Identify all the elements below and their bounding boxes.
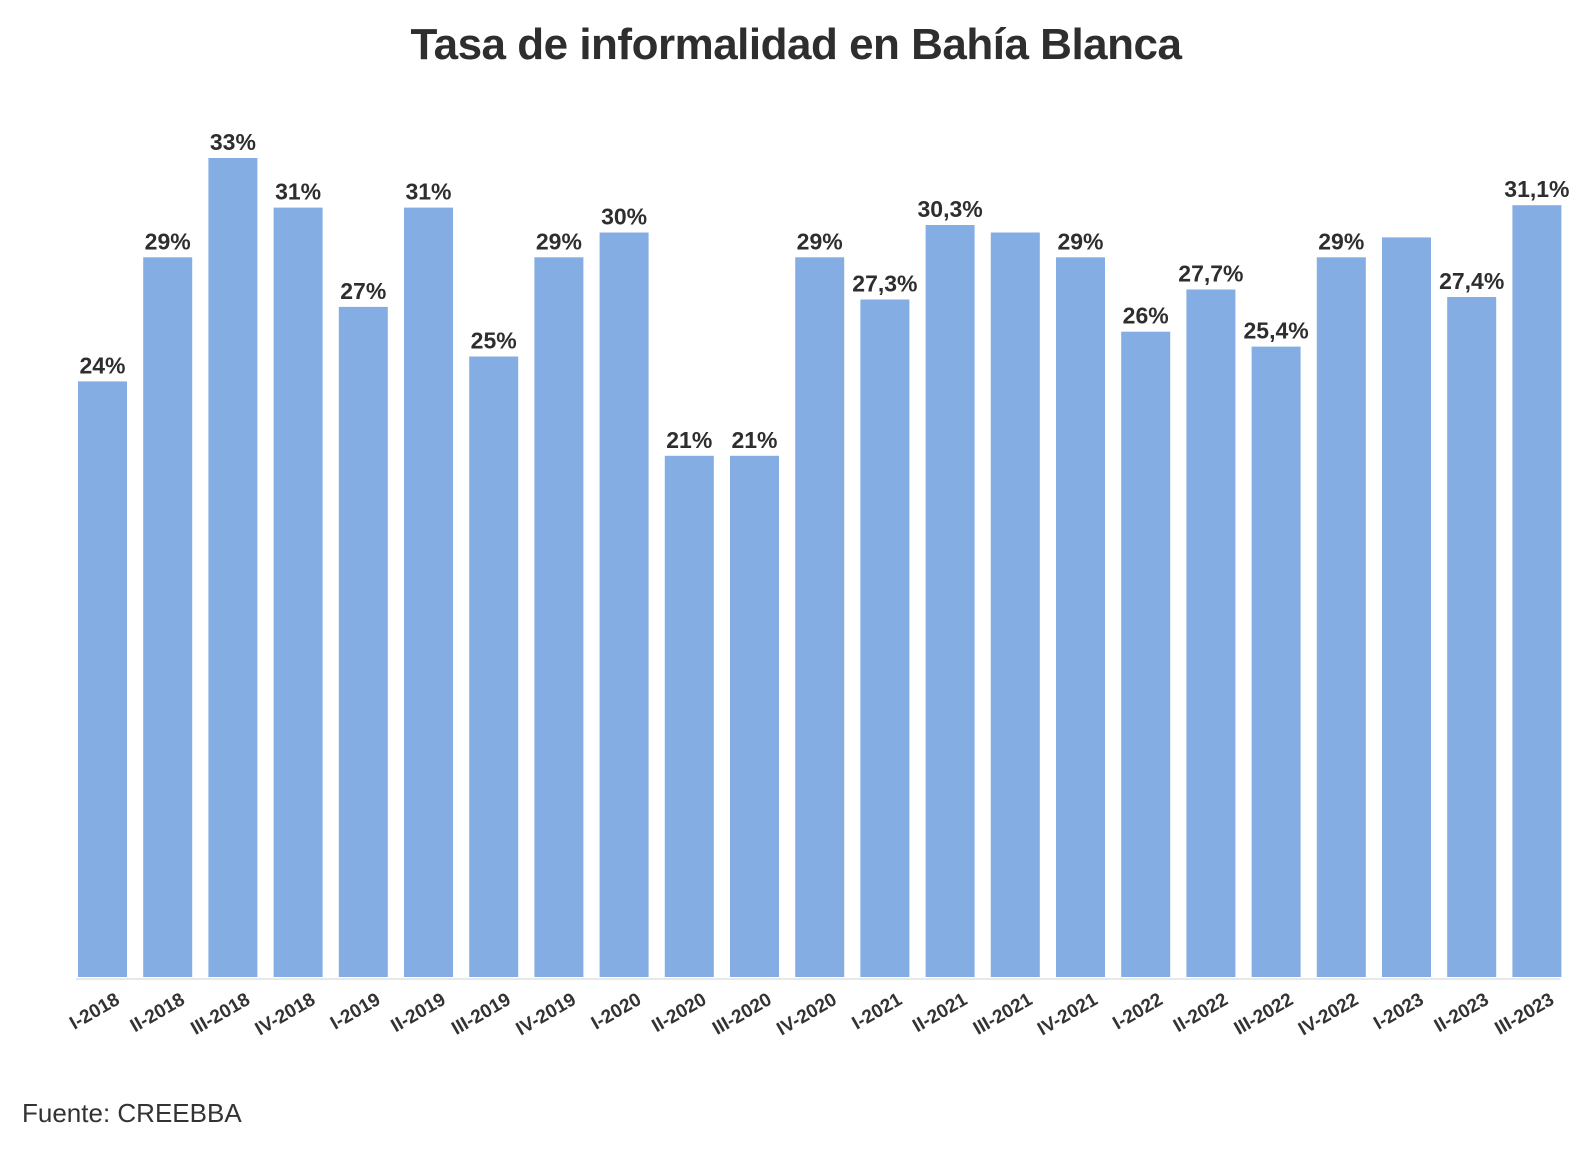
x-tick-label-III-2018: III-2018	[187, 989, 253, 1039]
x-tick-label-II-2020: II-2020	[648, 989, 710, 1037]
x-tick-label-II-2018: II-2018	[127, 989, 189, 1037]
bar-II-2020	[664, 455, 714, 977]
x-tick-label-I-2018: I-2018	[66, 989, 123, 1034]
x-tick-label-I-2019: I-2019	[327, 989, 384, 1034]
value-label-I-2021: 27,3%	[852, 271, 917, 297]
bar-I-2020	[599, 232, 649, 977]
value-label-I-2018: 24%	[79, 352, 125, 378]
bar-III-2019	[469, 356, 519, 977]
value-label-III-2022: 25,4%	[1243, 318, 1308, 344]
value-label-IV-2022: 29%	[1318, 228, 1364, 254]
bar-I-2018	[78, 381, 127, 977]
x-tick-label-IV-2020: IV-2020	[773, 989, 840, 1040]
bar-IV-2020	[795, 257, 845, 977]
value-label-II-2020: 21%	[666, 427, 712, 453]
value-label-IV-2019: 29%	[536, 228, 582, 254]
bar-IV-2021	[1056, 257, 1105, 977]
bar-III-2021	[990, 232, 1040, 977]
x-tick-label-II-2022: II-2022	[1170, 989, 1232, 1037]
bar-II-2018	[143, 257, 193, 977]
bar-II-2019	[404, 207, 453, 978]
x-tick-label-II-2023: II-2023	[1431, 989, 1493, 1037]
value-label-III-2020: 21%	[731, 427, 777, 453]
value-label-II-2019: 31%	[405, 179, 451, 205]
value-label-IV-2020: 29%	[797, 228, 843, 254]
value-label-IV-2018: 31%	[275, 179, 321, 205]
source-note: Fuente: CREEBBA	[22, 1098, 242, 1128]
x-tick-label-I-2021: I-2021	[849, 989, 907, 1034]
chart-title: Tasa de informalidad en Bahía Blanca	[410, 20, 1182, 69]
x-tick-label-II-2021: II-2021	[909, 989, 971, 1037]
value-label-I-2022: 26%	[1123, 303, 1169, 329]
x-tick-label-IV-2021: IV-2021	[1034, 989, 1102, 1040]
value-label-III-2018: 33%	[210, 129, 256, 155]
x-tick-label-II-2019: II-2019	[388, 989, 450, 1037]
x-tick-label-III-2021: III-2021	[970, 989, 1037, 1040]
value-label-IV-2021: 29%	[1057, 228, 1103, 254]
bar-III-2022	[1251, 346, 1301, 978]
bar-I-2022	[1121, 331, 1171, 977]
bar-I-2023	[1382, 237, 1431, 977]
x-tick-label-I-2022: I-2022	[1109, 989, 1166, 1034]
x-tick-label-IV-2022: IV-2022	[1295, 989, 1362, 1040]
x-tick-label-III-2019: III-2019	[448, 989, 514, 1039]
x-tick-label-III-2022: III-2022	[1231, 989, 1297, 1039]
bar-II-2022	[1186, 289, 1236, 977]
x-tick-label-I-2023: I-2023	[1370, 989, 1427, 1034]
bar-IV-2019	[534, 257, 584, 977]
bar-I-2019	[338, 306, 388, 977]
bar-III-2023	[1512, 205, 1562, 977]
value-labels-layer: 24% 29% 33% 31% 27% 31% 25% 29% 30% 21% 21% 29% 27,3…	[79, 129, 1569, 453]
bar-I-2021	[860, 299, 910, 977]
value-label-I-2019: 27%	[340, 278, 386, 304]
value-label-II-2022: 27,7%	[1178, 261, 1243, 287]
x-tick-label-IV-2018: IV-2018	[252, 989, 319, 1040]
bar-III-2020	[730, 455, 779, 977]
bar-II-2021	[925, 225, 975, 977]
value-label-III-2019: 25%	[471, 328, 517, 354]
x-tick-label-I-2020: I-2020	[588, 989, 645, 1034]
bars-layer	[78, 158, 1562, 978]
value-label-I-2020: 30%	[601, 204, 647, 230]
bar-IV-2018	[273, 207, 323, 978]
value-label-III-2023: 31,1%	[1504, 176, 1569, 202]
bar-IV-2022	[1316, 257, 1366, 977]
value-label-II-2018: 29%	[145, 228, 191, 254]
bar-II-2023	[1447, 297, 1497, 977]
bar-III-2018	[208, 158, 258, 977]
x-tick-label-III-2020: III-2020	[709, 989, 775, 1039]
x-tick-label-IV-2019: IV-2019	[513, 989, 580, 1040]
x-tick-label-III-2023: III-2023	[1491, 989, 1557, 1039]
value-label-II-2021: 30,3%	[917, 196, 982, 222]
value-label-II-2023: 27,4%	[1439, 268, 1504, 294]
